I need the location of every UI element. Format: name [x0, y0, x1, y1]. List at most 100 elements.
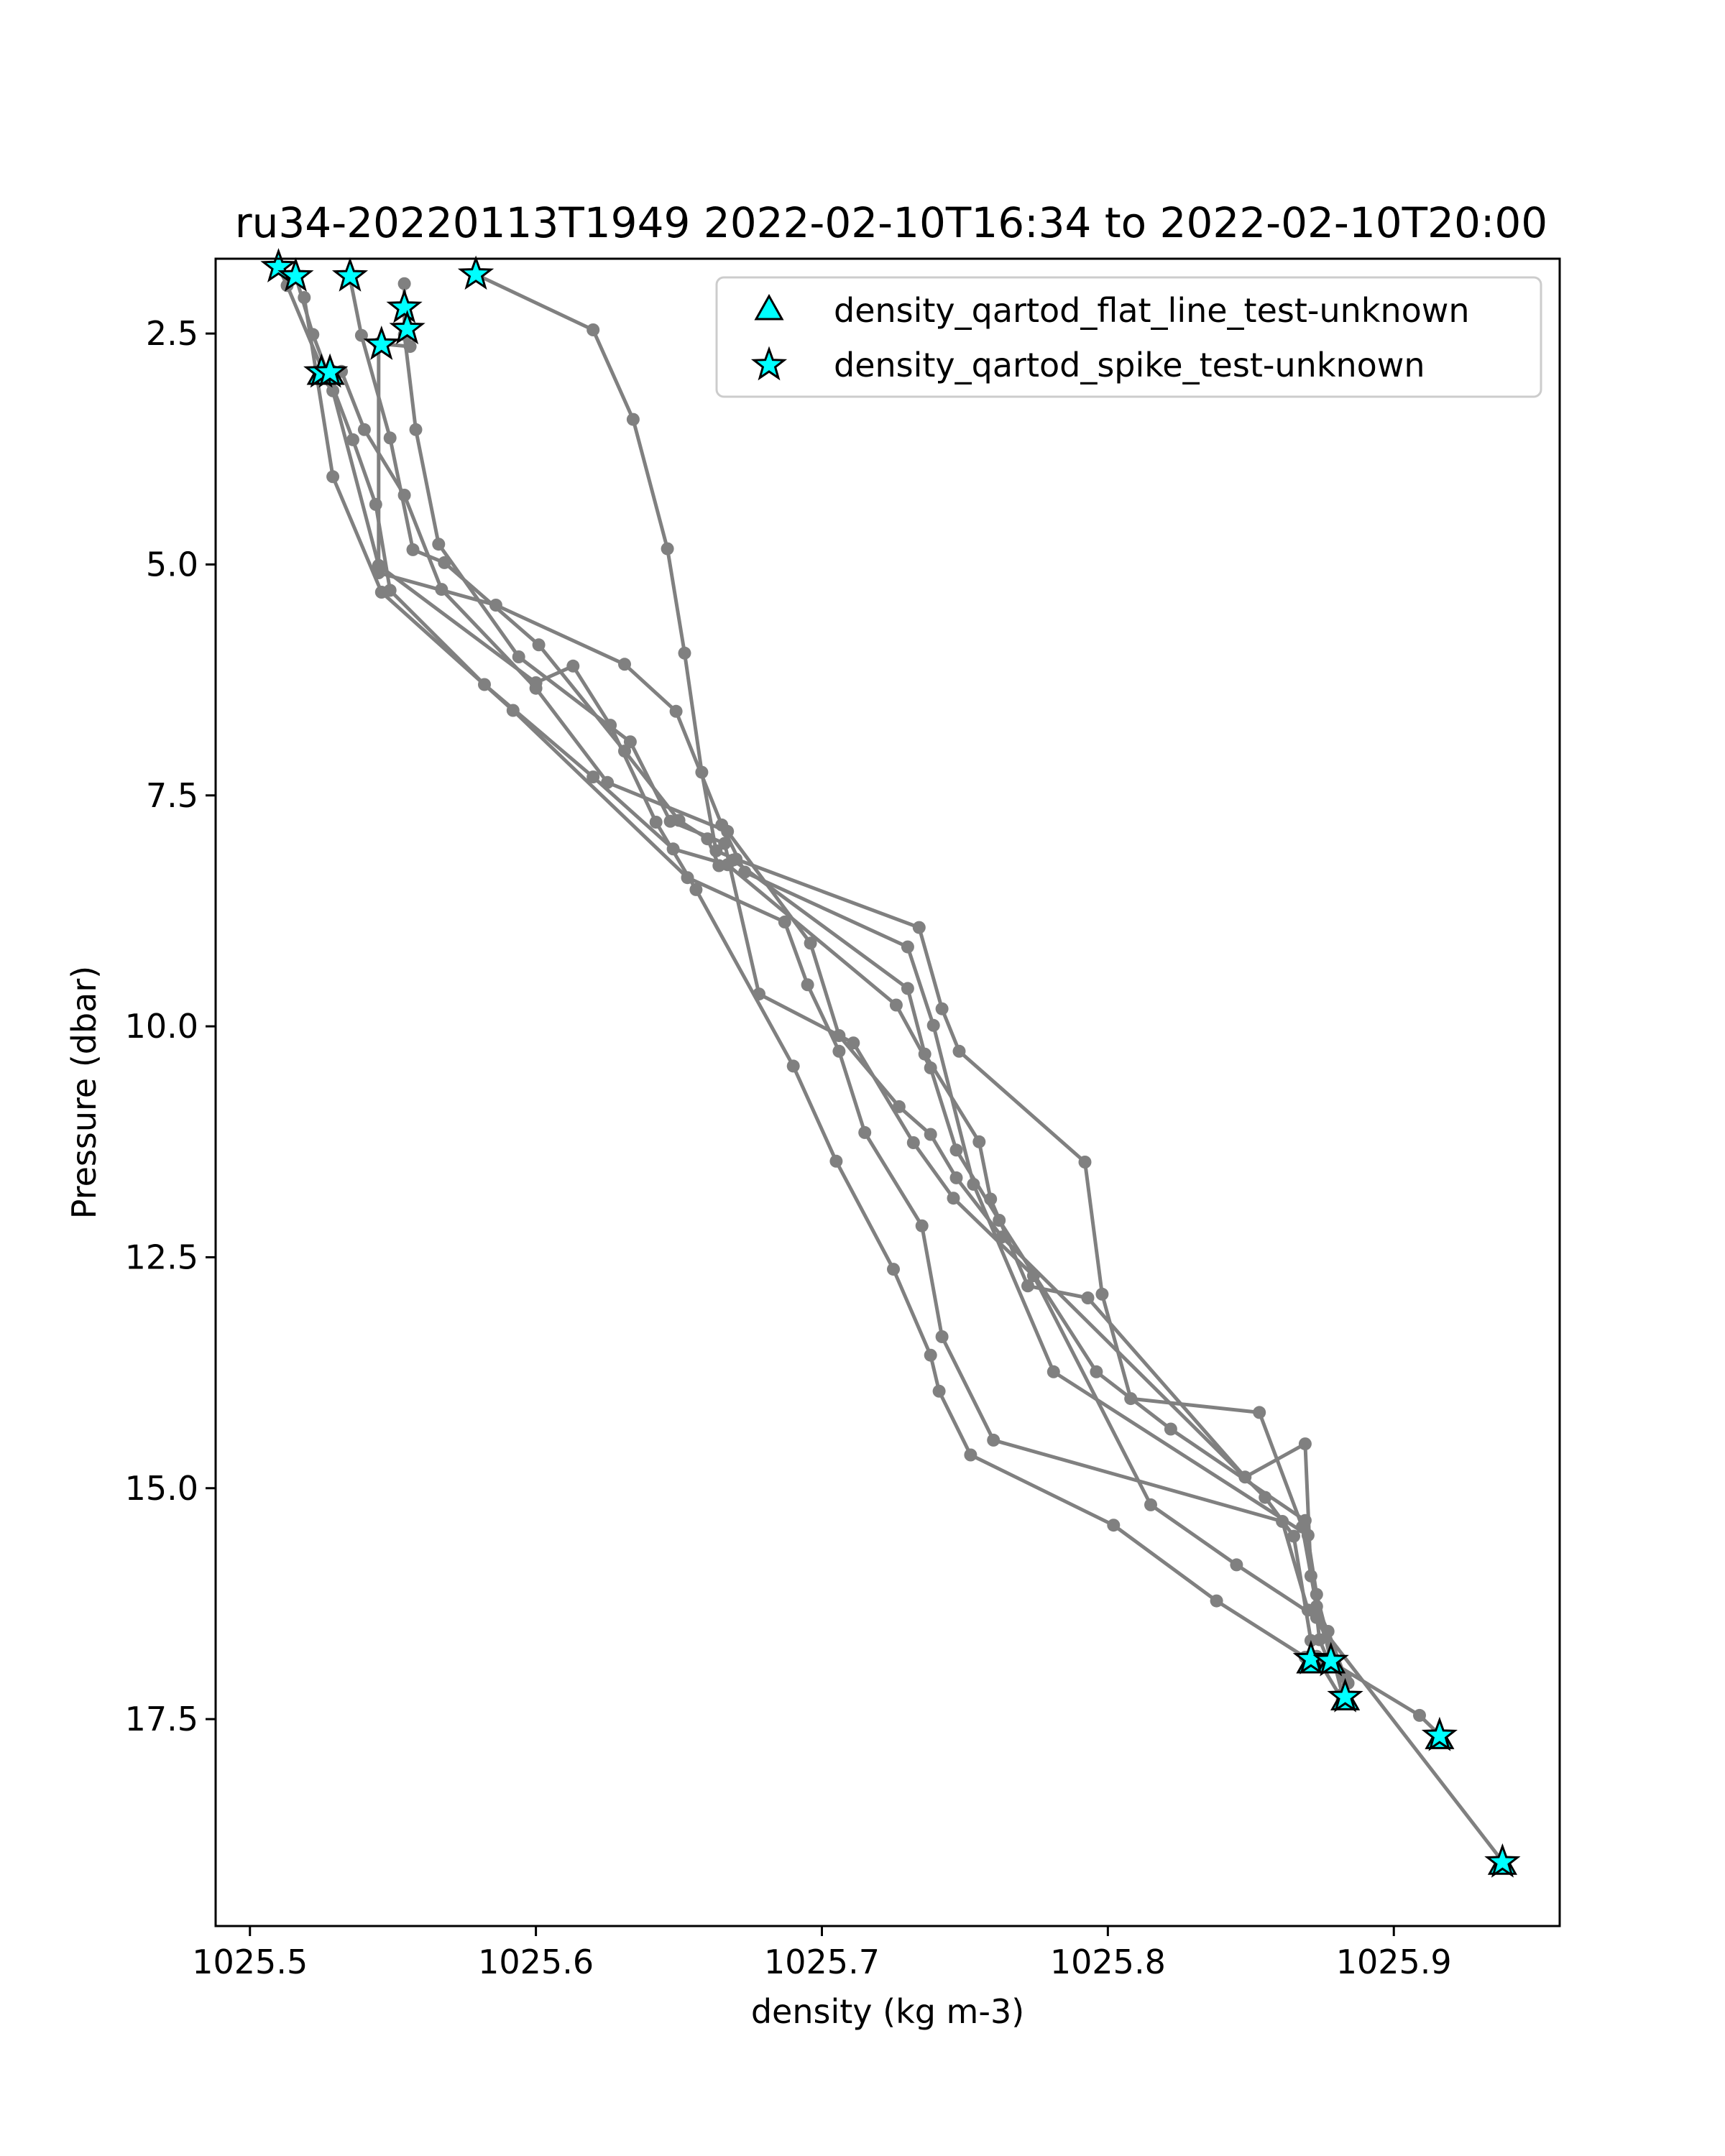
spike-flag-marker [1292, 1640, 1330, 1674]
legend: density_qartod_flat_line_test-unknownden… [715, 276, 1542, 398]
profile-point [964, 1448, 978, 1462]
profile-point [947, 1192, 960, 1205]
profile-point [993, 1214, 1006, 1227]
spike-flag-marker [260, 248, 297, 282]
profile-point [298, 291, 311, 304]
profile-point [357, 423, 371, 436]
chart-title: ru34-20220113T1949 2022-02-10T16:34 to 2… [235, 198, 1547, 247]
profile-point [889, 998, 903, 1012]
profile-point [1081, 1291, 1095, 1304]
profile-point [906, 1136, 920, 1149]
profile-point [1210, 1594, 1223, 1608]
profile-point [1090, 1365, 1103, 1378]
profile-point [397, 277, 411, 290]
profile-point [346, 433, 359, 446]
y-axis-ticks: 2.5 5.0 7.5 10.0 12.5 15.0 17.5 [125, 314, 216, 1738]
profile-point [1413, 1708, 1426, 1722]
profile-point [949, 1171, 963, 1184]
y-tick-label: 7.5 [146, 776, 198, 815]
profile-point [1078, 1156, 1092, 1169]
profile-point [623, 735, 637, 749]
profile-point [601, 775, 615, 789]
profile-point [678, 646, 691, 660]
spike-flag-marker [311, 353, 349, 388]
profile-point [901, 982, 914, 995]
profile-point [1107, 1519, 1121, 1532]
profile-point [858, 1125, 872, 1139]
profile-point [512, 650, 525, 663]
profile-point [1021, 1279, 1034, 1293]
profile-point [529, 676, 543, 689]
profile-point [786, 1059, 800, 1073]
legend-box [715, 276, 1542, 398]
plot-area [214, 248, 1561, 1927]
spike-flag-marker [1421, 1716, 1458, 1751]
profile-point [1046, 1365, 1060, 1378]
profile-point [935, 1330, 949, 1343]
profile-point [681, 871, 694, 885]
y-tick-label: 15.0 [125, 1469, 198, 1508]
profile-point [1276, 1515, 1289, 1528]
profile-point [649, 816, 663, 829]
profile-point [604, 719, 617, 732]
profile-point [566, 659, 580, 673]
profile-point [1298, 1514, 1312, 1527]
profile-point [1095, 1287, 1109, 1301]
profile-point [987, 1433, 1000, 1447]
spike-flag-marker [1484, 1843, 1521, 1878]
profile-point [1026, 1269, 1040, 1283]
profile-point [1259, 1491, 1272, 1504]
legend-label: density_qartod_spike_test-unknown [834, 346, 1425, 384]
profile-series [298, 291, 1509, 1868]
spike-flag-marker [1312, 1641, 1349, 1677]
profile-point [532, 638, 546, 652]
profile-point [383, 431, 397, 445]
profile-point [1301, 1529, 1315, 1542]
x-tick-label: 1025.8 [1050, 1943, 1166, 1981]
profile-point [972, 1135, 986, 1148]
profile-point [1301, 1603, 1315, 1617]
plot-frame [214, 257, 1561, 1927]
legend-star-icon [750, 346, 788, 381]
profile-point [715, 818, 729, 831]
y-tick-label: 12.5 [125, 1238, 198, 1276]
profile-point [506, 704, 520, 717]
profile-point [374, 586, 388, 599]
profile-point [718, 837, 732, 850]
x-tick-label: 1025.6 [478, 1943, 594, 1981]
profile-point [952, 1044, 966, 1058]
profile-point [1298, 1437, 1312, 1451]
profile-point [409, 423, 423, 436]
profile-point [887, 1263, 900, 1276]
x-tick-label: 1025.5 [192, 1943, 308, 1981]
profile-point [924, 1348, 937, 1362]
profile-point [586, 323, 600, 336]
profile-point [689, 883, 703, 896]
profile-point [326, 470, 340, 484]
y-tick-label: 10.0 [125, 1007, 198, 1046]
profile-point [326, 384, 340, 397]
spike-flag-marker [386, 288, 423, 323]
spike-flag-marker [389, 310, 426, 345]
profile-point [924, 1128, 937, 1141]
profile-point [912, 921, 926, 934]
spike-flag-marker [1327, 1677, 1363, 1713]
spike-flag-marker [277, 257, 314, 292]
profile-point [1144, 1498, 1157, 1511]
x-axis-label: density (kg m-3) [751, 1992, 1024, 2031]
x-axis-ticks: 1025.5 1025.6 1025.7 1025.8 1025.9 [192, 1926, 1452, 1981]
profile-point [586, 770, 600, 784]
profile-point [661, 542, 674, 556]
profile-point [1287, 1529, 1300, 1543]
profile-point [804, 936, 817, 950]
spike-flag-marker [331, 257, 369, 292]
profile-point [1230, 1558, 1243, 1572]
profile-point [397, 489, 411, 502]
spike-flag-marker [363, 326, 400, 360]
profile-point [932, 1384, 946, 1398]
profile-point [663, 814, 677, 828]
profile-point [1164, 1422, 1177, 1436]
profile-point [924, 1061, 937, 1074]
legend-label: density_qartod_flat_line_test-unknown [834, 291, 1470, 330]
